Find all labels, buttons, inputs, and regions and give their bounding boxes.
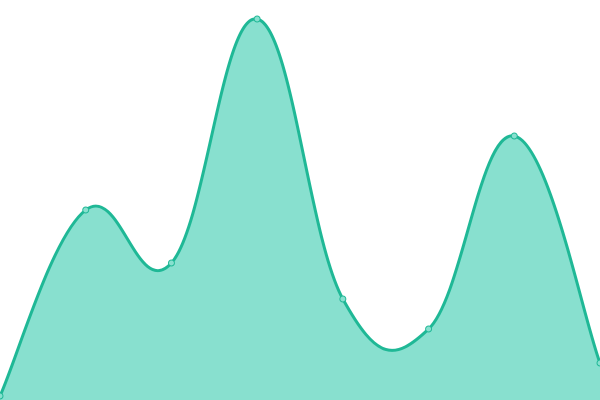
data-point <box>510 132 518 140</box>
data-point <box>82 206 90 214</box>
data-point <box>339 295 347 303</box>
data-point <box>596 359 600 367</box>
data-point <box>167 259 175 267</box>
data-point <box>425 325 433 333</box>
area-line <box>0 17 600 397</box>
data-point <box>253 15 261 23</box>
area-fill <box>0 18 600 400</box>
data-point <box>0 392 4 400</box>
